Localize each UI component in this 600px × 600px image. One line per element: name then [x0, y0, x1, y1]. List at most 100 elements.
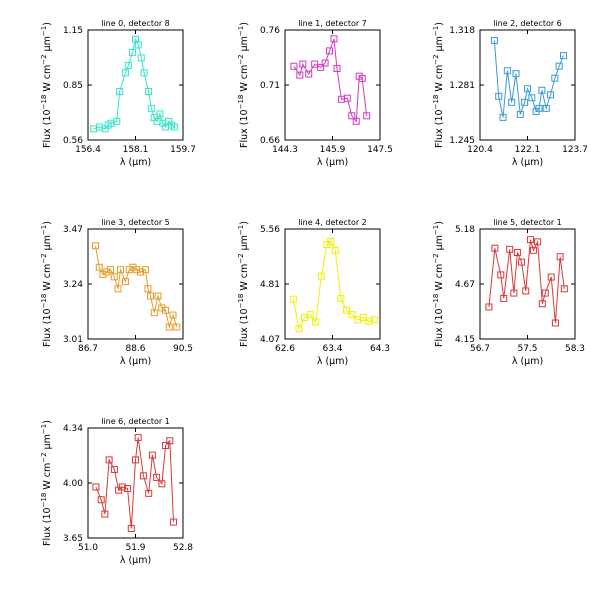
data-point-marker [326, 47, 334, 55]
data-point-marker [134, 41, 142, 49]
data-point-marker [321, 59, 329, 67]
x-tick-label: 122.1 [515, 145, 541, 155]
data-point-marker [158, 480, 166, 488]
data-point-marker [330, 35, 338, 43]
data-point-marker [144, 88, 152, 96]
y-tick-label: 0.66 [260, 136, 280, 146]
plot-frame [284, 29, 381, 141]
data-point-marker [92, 483, 100, 491]
data-point-marker [503, 67, 511, 75]
data-point-marker [333, 65, 341, 72]
y-tick-label: 3.24 [63, 280, 83, 290]
data-point-marker [510, 289, 518, 297]
x-tick-label: 123.7 [562, 145, 588, 155]
y-axis-label: Flux (10−18 W cm−2 μm−1) [237, 22, 250, 148]
y-axis-label: Flux (10−18 W cm−2 μm−1) [40, 221, 53, 347]
y-axis-label: Flux (10−18 W cm−2 μm−1) [40, 420, 53, 546]
x-tick-label: 63.4 [322, 344, 342, 354]
y-tick-label: 4.15 [455, 335, 475, 345]
data-point-marker [153, 473, 161, 481]
x-axis-label: λ (μm) [512, 157, 543, 168]
data-point-marker [490, 37, 498, 45]
chart-panel-0: line 0, detector 8 156.4 158.1 159.7 0.56 0.8… [40, 19, 196, 168]
data-point-marker [154, 292, 162, 300]
data-point-marker [555, 62, 563, 70]
data-point-marker [289, 295, 297, 303]
data-point-marker [122, 278, 129, 286]
data-point-marker [535, 104, 543, 112]
data-point-marker [92, 242, 99, 250]
y-tick-label: 4.00 [63, 479, 83, 489]
y-tick-label: 0.76 [260, 26, 280, 36]
data-point-marker [508, 98, 516, 106]
chart-panel-6: line 6, detector 1 51.0 51.9 52.8 3.65 4.00 4.… [40, 417, 193, 566]
chart-title: line 1, detector 7 [298, 19, 367, 28]
y-axis-label: Flux (10−18 W cm−2 μm−1) [237, 221, 250, 347]
data-point-marker [491, 244, 499, 252]
x-axis-label: λ (μm) [317, 157, 348, 168]
data-point-marker [495, 92, 503, 100]
y-tick-label: 4.07 [260, 335, 280, 345]
data-point-marker [343, 94, 351, 102]
data-point-marker [129, 263, 137, 271]
data-point-marker [170, 123, 178, 131]
data-point-marker [518, 258, 526, 266]
data-point-marker [150, 309, 158, 317]
data-point-marker [124, 485, 132, 493]
data-point-marker [370, 316, 378, 324]
data-point-marker [90, 125, 98, 133]
data-point-marker [524, 85, 531, 93]
data-point-marker [513, 248, 521, 256]
y-tick-label: 5.18 [455, 225, 475, 235]
data-point-marker [165, 323, 173, 331]
data-point-marker [559, 52, 567, 60]
x-tick-label: 58.3 [565, 344, 585, 354]
data-point-marker [295, 325, 303, 333]
data-point-marker [305, 70, 313, 78]
data-point-marker [118, 483, 126, 491]
y-tick-label: 4.34 [63, 424, 83, 434]
data-point-marker [117, 266, 124, 274]
data-point-marker [97, 496, 105, 504]
x-axis-label: λ (μm) [120, 555, 151, 566]
data-point-marker [541, 289, 549, 297]
x-tick-label: 145.9 [320, 145, 346, 155]
data-point-marker [556, 253, 564, 261]
chart-panel-3: line 3, detector 5 86.7 88.6 90.5 3.01 3.24 3.… [40, 218, 193, 367]
chart-title: line 2, detector 6 [493, 19, 562, 28]
data-point-marker [142, 266, 149, 274]
data-point-marker [99, 270, 107, 278]
x-tick-label: 158.1 [123, 145, 149, 155]
data-point-marker [529, 246, 537, 254]
data-point-marker [528, 94, 536, 102]
y-tick-label: 1.15 [63, 26, 83, 36]
x-axis-label: λ (μm) [512, 356, 543, 367]
x-tick-label: 56.7 [470, 344, 490, 354]
data-point-marker [105, 456, 113, 464]
data-point-marker [317, 63, 325, 71]
y-axis-label: Flux (10−18 W cm−2 μm−1) [40, 22, 53, 148]
data-point-marker [114, 285, 122, 293]
chart-title: line 6, detector 1 [101, 417, 170, 426]
chart-panel-4: line 4, detector 2 62.6 63.4 64.3 4.07 4.81 5.… [237, 218, 390, 367]
data-point-marker [542, 104, 550, 112]
plot-frame [87, 228, 184, 340]
data-point-marker [103, 268, 111, 276]
y-tick-label: 3.65 [63, 534, 83, 544]
data-point-marker [317, 272, 325, 280]
x-tick-label: 64.3 [370, 344, 390, 354]
x-tick-label: 62.6 [275, 344, 295, 354]
data-point-marker [116, 88, 124, 96]
data-point-marker [551, 319, 559, 327]
data-point-marker [107, 266, 114, 274]
x-tick-label: 90.5 [173, 344, 193, 354]
chart-panel-5: line 5, detector 1 56.7 57.5 58.3 4.15 4.67 5.… [432, 218, 585, 367]
series-line [93, 37, 175, 130]
data-point-marker [162, 306, 169, 314]
data-point-marker [327, 238, 335, 246]
chart-title: line 5, detector 1 [493, 218, 562, 227]
data-point-marker [110, 465, 118, 473]
x-axis-label: λ (μm) [120, 356, 151, 367]
data-point-marker [538, 300, 546, 308]
